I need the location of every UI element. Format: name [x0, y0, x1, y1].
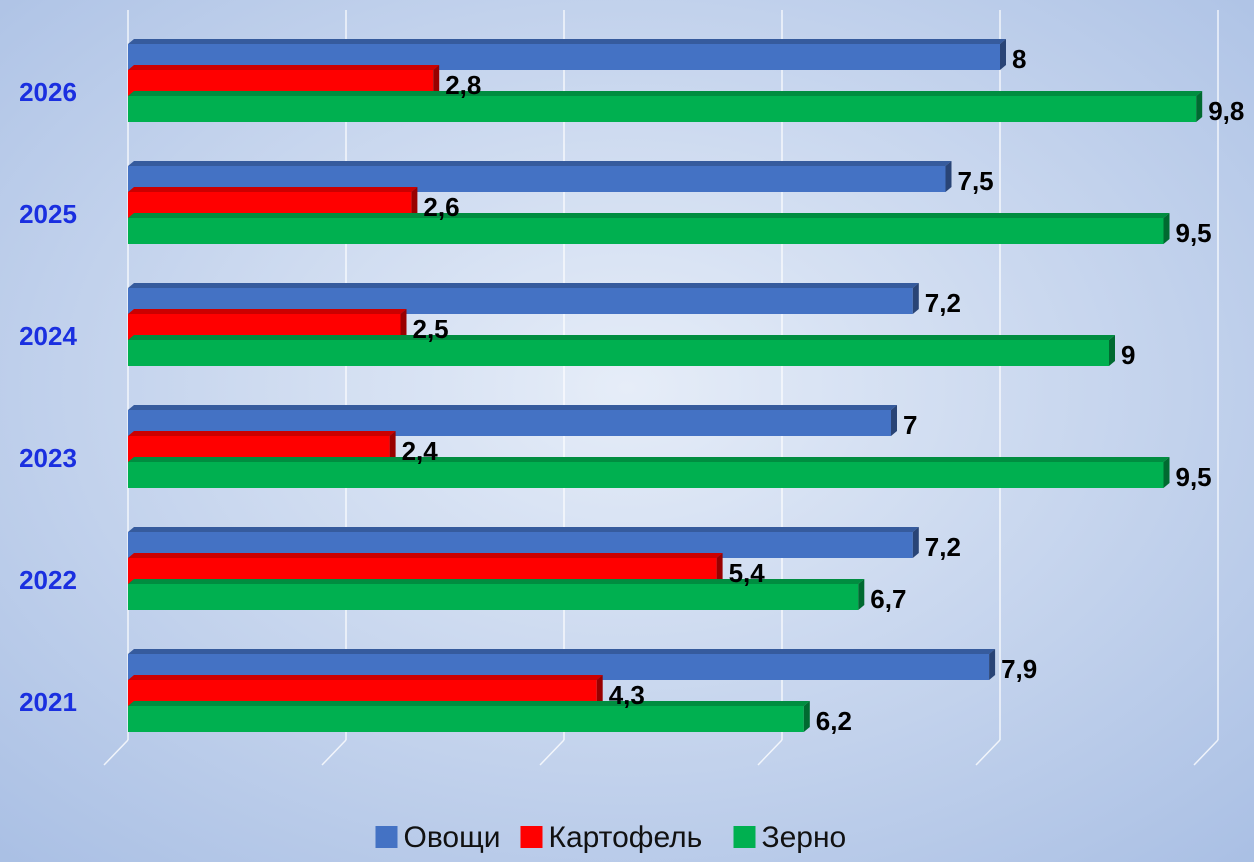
legend-swatch [733, 826, 756, 848]
bar-top [128, 91, 1203, 96]
value-label: 7,5 [958, 166, 994, 196]
grid [103, 10, 1219, 766]
grid-line [757, 739, 783, 766]
grid-line [539, 739, 565, 766]
value-label: 2,8 [445, 70, 481, 100]
bar-side [716, 553, 723, 584]
bar-top [128, 579, 865, 584]
legend-label: Картофель [549, 821, 703, 854]
bar-side [1000, 39, 1006, 70]
bar-top [128, 213, 1170, 218]
bar-side [596, 675, 603, 706]
bar-top [128, 283, 919, 288]
bar-top [128, 39, 1006, 44]
value-label: 7,9 [1001, 654, 1037, 684]
bar-side [891, 405, 897, 436]
grid-line [975, 739, 1001, 766]
bar-side [989, 649, 996, 680]
bar [128, 340, 1109, 366]
value-label: 9,5 [1176, 218, 1212, 248]
category-label: 2024 [19, 321, 77, 351]
bar-side [389, 431, 396, 462]
legend-swatch [520, 826, 543, 848]
value-label: 2,5 [413, 314, 449, 344]
bar-top [128, 527, 919, 532]
value-label: 8 [1012, 44, 1026, 74]
bar-side [803, 701, 810, 732]
bar-side [945, 161, 952, 192]
bar-side [411, 187, 418, 218]
value-label: 7,2 [925, 532, 961, 562]
category-label: 2025 [19, 199, 77, 229]
value-label: 9,5 [1176, 462, 1212, 492]
bar [128, 462, 1164, 488]
value-label: 6,2 [816, 706, 852, 736]
bar [128, 584, 859, 610]
bar-top [128, 649, 996, 654]
bar-side [1163, 213, 1170, 244]
legend-label: Овощи [404, 821, 501, 854]
bar-side [400, 309, 407, 340]
category-label: 2023 [19, 443, 77, 473]
value-label: 9,8 [1208, 96, 1244, 126]
bar-top [128, 431, 396, 436]
bar-top [128, 335, 1115, 340]
bar-top [128, 309, 407, 314]
legend: Овощи Картофель Зерно [375, 821, 847, 854]
bar-side [433, 65, 440, 96]
bar-top [128, 701, 810, 706]
value-label: 7,2 [925, 288, 961, 318]
bar-top [128, 457, 1170, 462]
bar-side [1163, 457, 1170, 488]
category-label: 2022 [19, 565, 77, 595]
bar-side [912, 283, 919, 314]
value-label: 9 [1121, 340, 1135, 370]
bar [128, 96, 1197, 122]
bar-side [912, 527, 919, 558]
legend-swatch [375, 826, 398, 848]
bar-top [128, 187, 418, 192]
bar-side [858, 579, 865, 610]
bar-top [128, 161, 952, 166]
category-label: 2026 [19, 77, 77, 107]
bar-top [128, 405, 897, 410]
legend-label: Зерно [762, 821, 847, 854]
value-label: 2,4 [402, 436, 439, 466]
plot: 2026 8 2,8 9,8 2025 7,5 2,6 9,5 2024 7,2 2,5 9 2023 7… [19, 39, 1244, 736]
bar-side [1109, 335, 1115, 366]
category-label: 2021 [19, 687, 77, 717]
value-label: 6,7 [870, 584, 906, 614]
bar [128, 706, 804, 732]
bar-top [128, 675, 603, 680]
value-label: 2,6 [423, 192, 459, 222]
value-label: 5,4 [729, 558, 766, 588]
value-label: 4,3 [609, 680, 645, 710]
grid-line [103, 739, 129, 766]
grid-line [321, 739, 347, 766]
grid-line [1193, 739, 1219, 766]
bar-top [128, 65, 440, 70]
value-label: 7 [903, 410, 917, 440]
bar-side [1196, 91, 1203, 122]
bar [128, 218, 1164, 244]
bar-top [128, 553, 723, 558]
